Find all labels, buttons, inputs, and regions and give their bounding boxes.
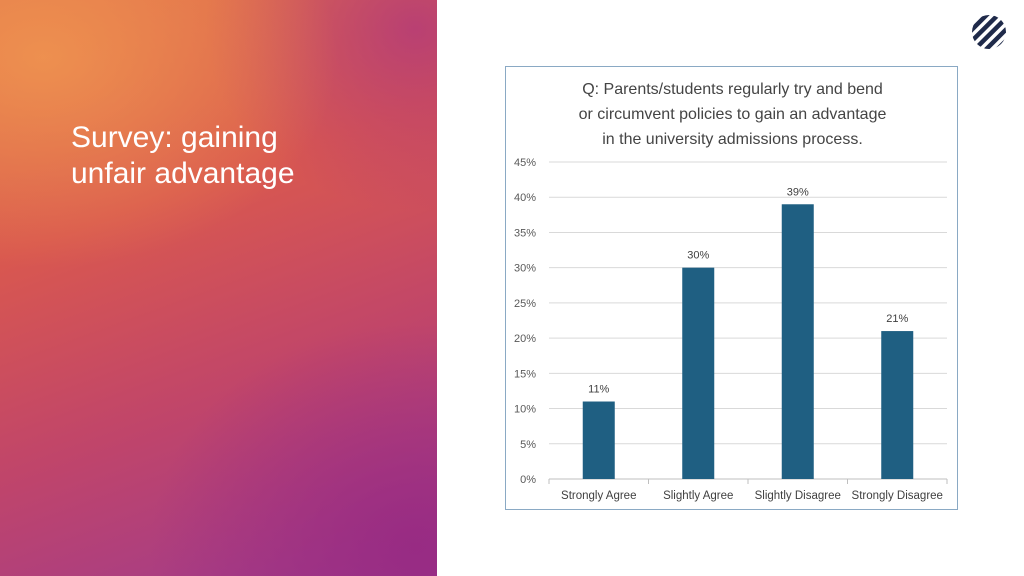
y-tick-label: 45% [514, 157, 536, 169]
x-category-label: Strongly Disagree [852, 490, 943, 502]
x-category-label: Strongly Agree [561, 490, 636, 502]
data-label: 11% [588, 384, 609, 396]
y-tick-label: 0% [520, 474, 536, 486]
data-label: 21% [886, 313, 908, 325]
bar [582, 401, 615, 479]
y-tick-label: 40% [514, 192, 536, 204]
striped-circle-logo-icon [972, 15, 1006, 49]
y-tick-label: 10% [514, 404, 536, 416]
bar-chart: 0% 5% 10% 15% 20% 25% 30% 35% 40% 45% 11% Strongly … [514, 157, 948, 502]
left-gradient-panel: Survey: gaining unfair advantage [0, 0, 437, 576]
data-label: 39% [787, 186, 809, 198]
y-tick-label: 5% [520, 439, 536, 451]
chart-title: Q: Parents/students regularly try and be… [578, 81, 887, 148]
x-category-label: Slightly Agree [663, 490, 733, 502]
y-tick-label: 25% [514, 298, 536, 310]
x-category-label: Slightly Disagree [755, 490, 841, 502]
y-tick-label: 20% [514, 333, 536, 345]
y-tick-label: 35% [514, 227, 536, 239]
y-tick-label: 30% [514, 263, 536, 275]
bar [881, 331, 914, 479]
y-tick-label: 15% [514, 368, 536, 380]
bar [781, 204, 814, 479]
data-label: 30% [687, 250, 709, 262]
bar [682, 267, 715, 479]
chart-container: Q: Parents/students regularly try and be… [505, 66, 958, 510]
slide-title: Survey: gaining unfair advantage [71, 121, 295, 190]
